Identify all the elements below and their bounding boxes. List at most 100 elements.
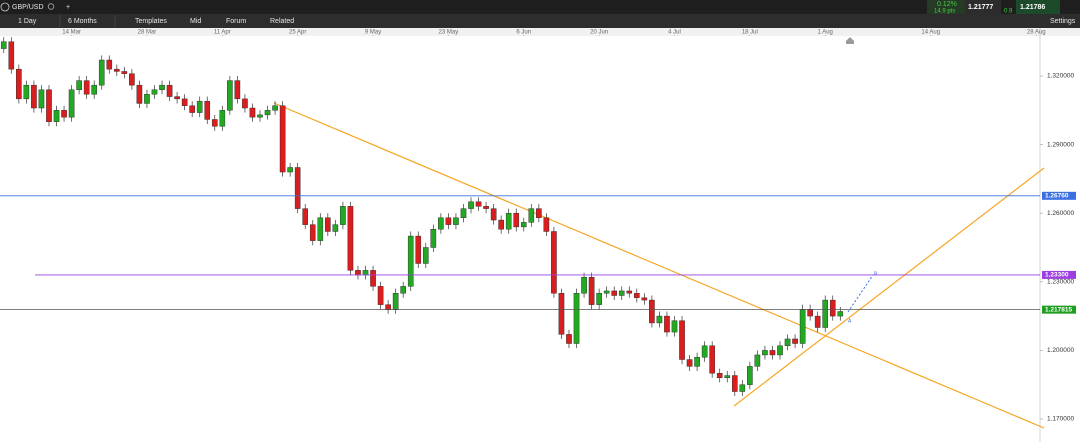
- candle-body: [407, 235, 414, 287]
- candle-body: [53, 110, 60, 122]
- candle-body: [234, 80, 241, 100]
- candle-body: [46, 89, 52, 122]
- y-tick-label: 1.230000: [1047, 279, 1074, 286]
- candle-body: [453, 217, 459, 225]
- candle-body: [16, 68, 22, 100]
- candle-body: [264, 110, 271, 116]
- candle-body: [211, 119, 218, 127]
- price-label-box: [1042, 270, 1076, 279]
- candle-body: [754, 354, 761, 367]
- ask-box[interactable]: [1016, 0, 1060, 14]
- candle-body: [634, 293, 640, 298]
- candle-body: [362, 270, 369, 276]
- projection-line[interactable]: [847, 274, 874, 313]
- candle-body: [355, 270, 361, 276]
- search-icon[interactable]: [47, 3, 55, 10]
- candle-body: [68, 89, 75, 118]
- candle-body: [618, 290, 625, 296]
- candle-body: [731, 375, 738, 392]
- x-tick-label: 1 Aug: [818, 30, 833, 36]
- candle-body: [272, 105, 278, 111]
- candle-body: [468, 201, 474, 209]
- candle-body: [460, 208, 467, 218]
- candle-body: [475, 201, 482, 207]
- candle-body: [385, 304, 391, 310]
- candle-body: [189, 105, 195, 113]
- x-tick-label: 28 Mar: [138, 30, 157, 36]
- price-label: 1.26760: [1045, 193, 1069, 200]
- trend-line[interactable]: [733, 167, 1045, 407]
- bid-box[interactable]: [965, 0, 1001, 14]
- range[interactable]: 6 Months: [68, 18, 97, 25]
- candle-body: [490, 208, 497, 221]
- candle-body: [837, 311, 844, 317]
- candle-body: [686, 359, 693, 367]
- candle-body: [294, 167, 301, 209]
- ask[interactable]: 1.21786: [1020, 4, 1045, 11]
- candle-body: [340, 206, 346, 225]
- x-tick-label: 6 Jun: [516, 30, 531, 36]
- candle-body: [558, 293, 565, 335]
- interval[interactable]: 1 Day: [18, 18, 37, 25]
- price-label-box: [1042, 305, 1076, 314]
- candle-body: [204, 100, 211, 120]
- candle-body: [121, 71, 128, 74]
- candle-body: [656, 315, 663, 324]
- y-tick-label: 1.260000: [1047, 210, 1074, 217]
- candle-body: [370, 270, 376, 287]
- candle-body: [445, 217, 452, 225]
- x-tick-label: 9 May: [365, 30, 381, 36]
- candle-body: [769, 350, 776, 356]
- point-label: A: [848, 318, 852, 324]
- candle-body: [317, 217, 324, 241]
- candle-body: [649, 299, 655, 324]
- candle-body: [528, 208, 535, 223]
- x-tick-label: 14 Aug: [921, 30, 940, 36]
- price-type[interactable]: Mid: [190, 18, 201, 25]
- candle-body: [136, 84, 143, 104]
- settings[interactable]: Settings: [1050, 18, 1076, 25]
- candle-body: [309, 224, 316, 241]
- candle-body: [227, 80, 233, 111]
- related[interactable]: Related: [270, 18, 294, 25]
- candle-body: [166, 84, 173, 97]
- price-label-box: [1042, 191, 1076, 200]
- symbol[interactable]: GBP/USD: [12, 4, 44, 11]
- templates[interactable]: Templates: [135, 18, 167, 25]
- candle-body: [739, 384, 746, 392]
- candle-body: [159, 84, 165, 90]
- candle-body: [664, 315, 670, 333]
- candle-body: [181, 98, 188, 106]
- forum[interactable]: Forum: [226, 18, 246, 25]
- candle-body: [23, 84, 30, 100]
- candle-body: [505, 212, 512, 230]
- candle-body: [0, 41, 7, 49]
- candle-body: [415, 235, 422, 264]
- candle-body: [91, 84, 98, 95]
- candle-body: [377, 286, 384, 305]
- symbol-icon: [0, 2, 10, 12]
- candle-body: [422, 247, 429, 264]
- bid[interactable]: 1.21777: [968, 4, 993, 11]
- candle-body: [302, 208, 309, 225]
- candle-body: [219, 110, 226, 127]
- x-tick-label: 23 May: [439, 30, 459, 36]
- candle-body: [196, 100, 203, 113]
- candle-body: [400, 286, 406, 294]
- candle-body: [257, 114, 263, 118]
- candle-body: [38, 89, 45, 109]
- trend-line[interactable]: [273, 102, 1045, 429]
- candle-body: [174, 96, 180, 100]
- candle-body: [679, 320, 685, 360]
- price-label: 1.217815: [1045, 306, 1072, 313]
- x-tick-label: 11 Apr: [214, 30, 231, 36]
- event-marker[interactable]: [846, 37, 854, 44]
- candle-body: [106, 59, 113, 70]
- add-tab[interactable]: +: [66, 4, 70, 11]
- candle-body: [543, 217, 550, 232]
- candle-body: [784, 338, 791, 347]
- candle-body: [792, 338, 798, 344]
- candle-body: [279, 105, 286, 173]
- candle-body: [551, 231, 557, 294]
